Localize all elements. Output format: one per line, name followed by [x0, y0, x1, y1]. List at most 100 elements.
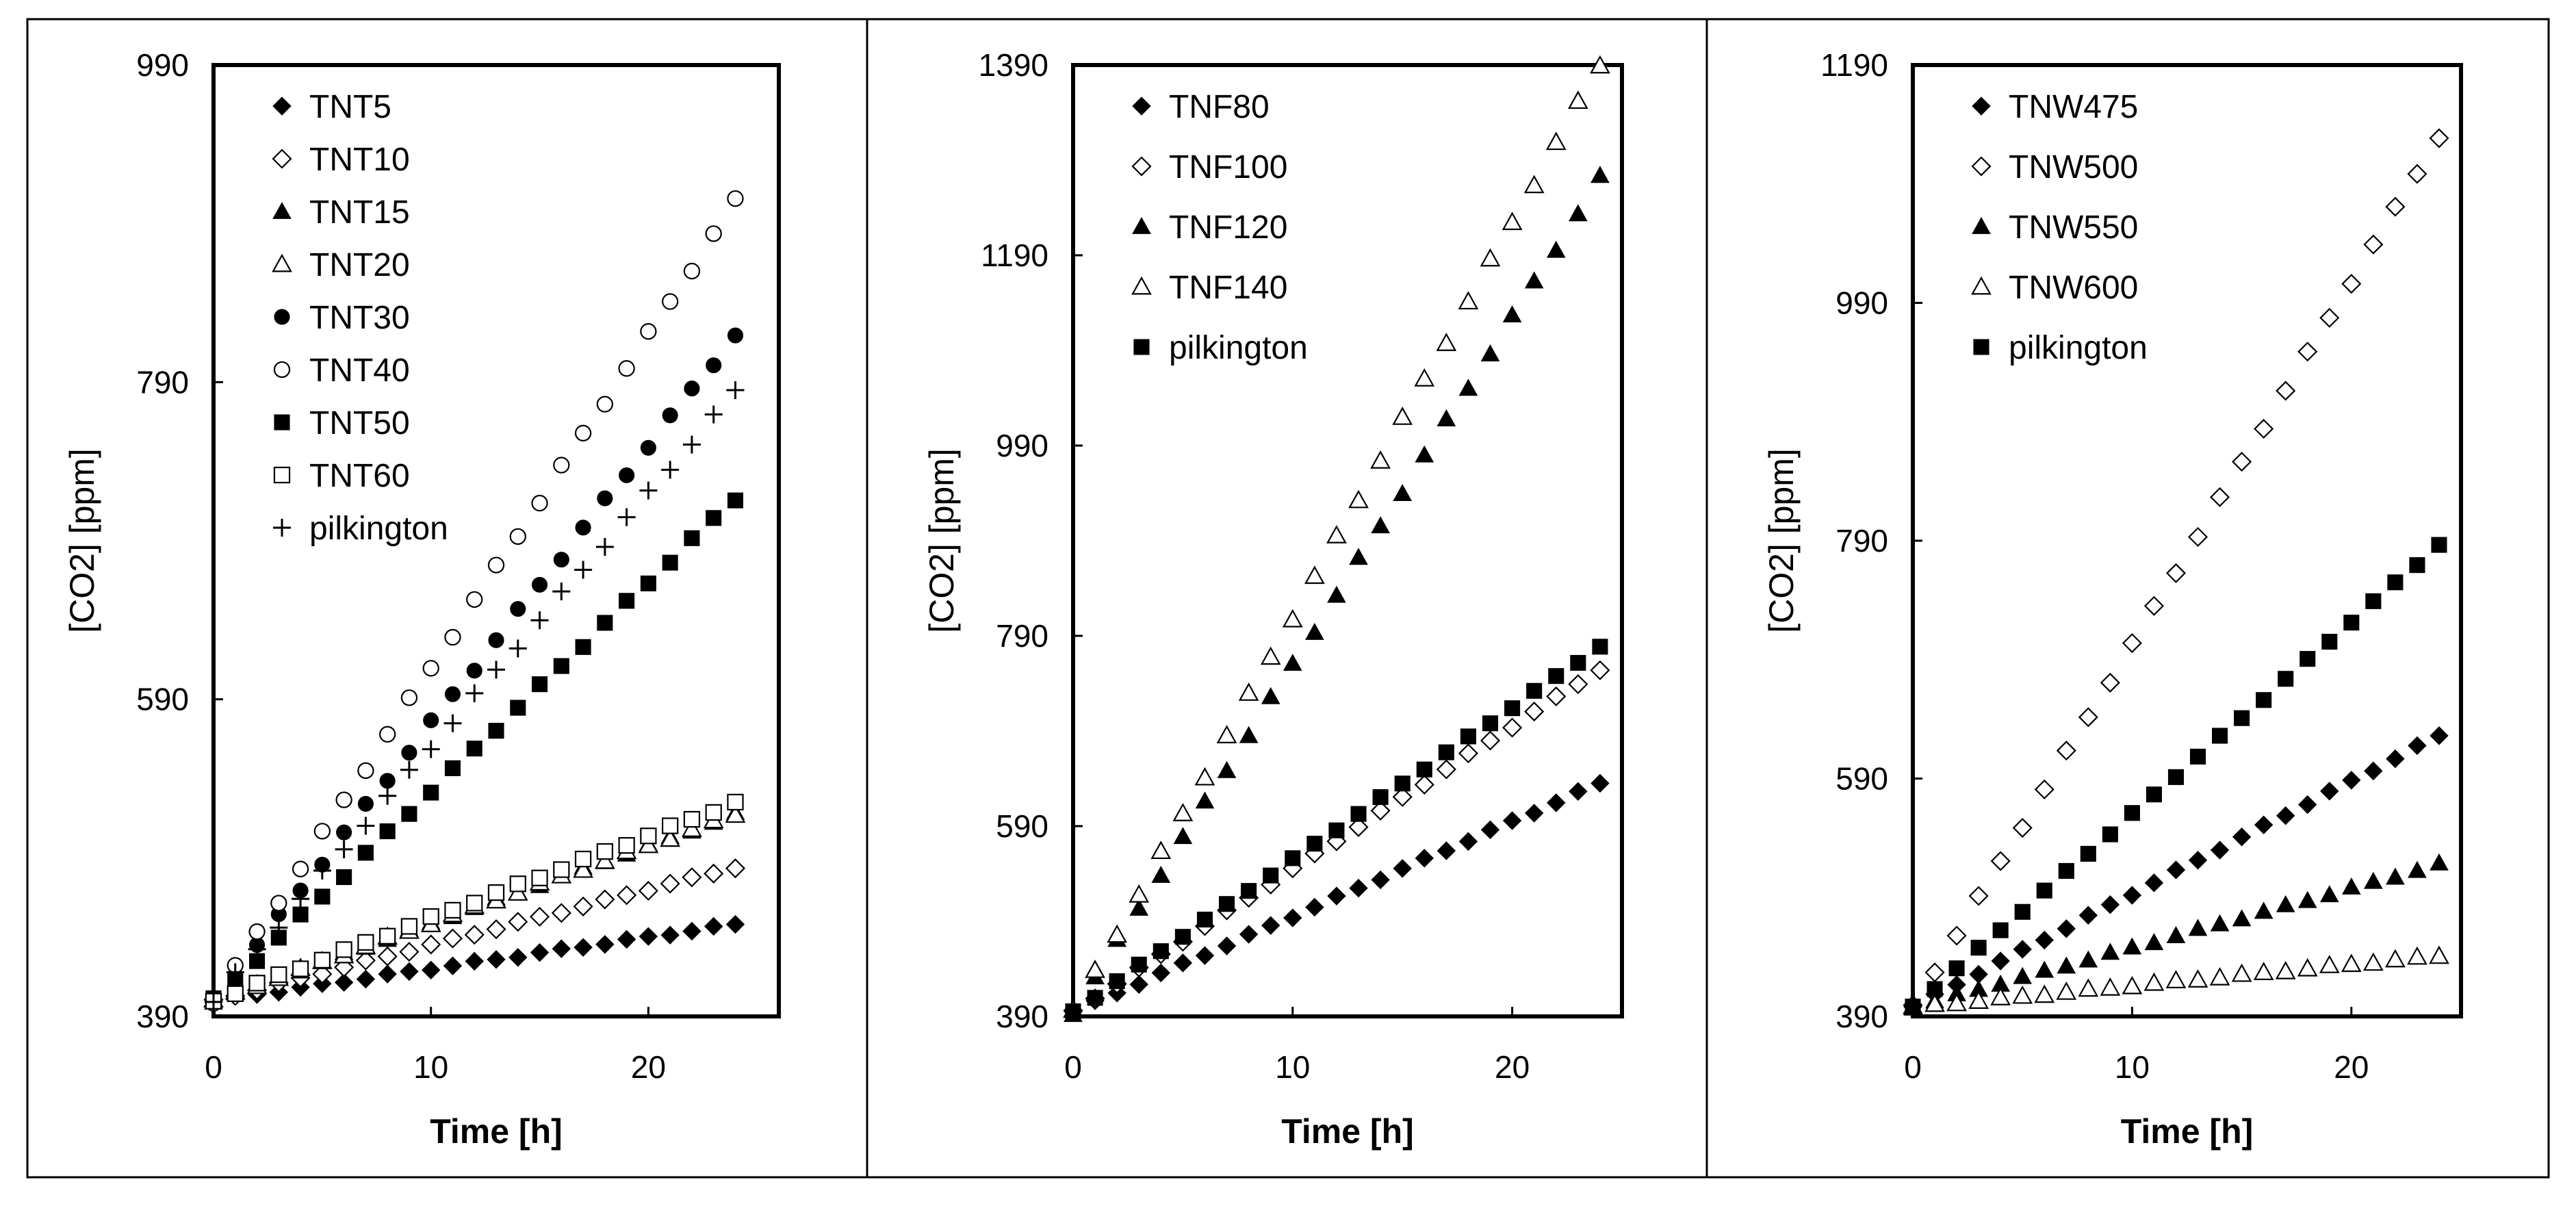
- data-point: [1590, 55, 1610, 74]
- legend-item: TNT5: [272, 89, 391, 125]
- data-point: [2034, 779, 2055, 799]
- data-point: [336, 824, 352, 841]
- data-point: [2364, 761, 2383, 781]
- data-point: [704, 863, 724, 884]
- data-point: [1348, 817, 1369, 837]
- data-point: [1415, 445, 1434, 463]
- y-tick-label: 790: [1836, 523, 1888, 559]
- y-tick-label: 990: [996, 428, 1048, 463]
- data-point: [2297, 958, 2318, 977]
- data-point: [2256, 692, 2272, 708]
- data-point: [1173, 953, 1193, 973]
- legend-label: TNT5: [309, 89, 391, 125]
- data-point: [1393, 859, 1412, 878]
- data-point: [1924, 993, 1945, 1012]
- y-tick-label: 390: [1836, 999, 1888, 1034]
- data-point: [1173, 827, 1193, 845]
- legend-label: TNW600: [2009, 270, 2138, 306]
- data-point: [2341, 877, 2361, 895]
- data-point: [2430, 726, 2449, 745]
- data-point: [2429, 128, 2449, 149]
- data-point: [1370, 450, 1391, 469]
- legend-marker: [272, 97, 292, 116]
- data-point: [2080, 845, 2096, 862]
- data-point: [2035, 960, 2055, 978]
- data-point: [1131, 956, 1147, 973]
- series-TNT40: [205, 190, 744, 1012]
- data-point: [205, 992, 222, 1011]
- data-point: [2124, 805, 2140, 821]
- data-point: [617, 885, 637, 906]
- data-point: [595, 935, 615, 954]
- data-point: [1416, 761, 1432, 778]
- data-point: [510, 700, 526, 716]
- legend-item: TNT15: [272, 194, 410, 231]
- data-point: [248, 975, 266, 992]
- data-point: [574, 424, 592, 441]
- y-tick-label: 1190: [1820, 47, 1888, 83]
- data-point: [401, 806, 417, 822]
- data-point: [292, 890, 310, 908]
- data-point: [2297, 342, 2318, 362]
- data-point: [1524, 271, 1544, 289]
- data-point: [1305, 622, 1324, 640]
- legend-marker: [1972, 216, 1991, 234]
- data-point: [706, 510, 722, 526]
- data-point: [2321, 634, 2338, 650]
- data-point: [596, 396, 613, 413]
- data-point: [619, 593, 635, 609]
- data-point: [640, 827, 657, 845]
- data-point: [2144, 873, 2164, 893]
- data-point: [1219, 896, 1235, 912]
- data-point: [662, 407, 678, 424]
- data-point: [2387, 574, 2404, 591]
- data-point: [465, 951, 484, 971]
- data-point: [379, 773, 396, 789]
- data-point: [2276, 381, 2296, 401]
- data-point: [1480, 248, 1501, 267]
- data-point: [422, 740, 440, 758]
- data-point: [1394, 775, 1411, 792]
- data-point: [1152, 943, 1169, 960]
- data-point: [1436, 333, 1457, 351]
- data-point: [1568, 204, 1588, 222]
- data-point: [355, 950, 376, 971]
- data-point: [531, 676, 548, 693]
- plot-area: [1911, 63, 2463, 1018]
- y-axis-label: [CO2] [ppm]: [923, 448, 961, 633]
- data-point: [552, 582, 571, 601]
- data-point: [357, 934, 374, 951]
- data-point: [1194, 767, 1215, 786]
- legend-marker: [272, 253, 292, 272]
- data-point: [1504, 700, 1521, 717]
- data-point: [378, 964, 397, 984]
- data-point: [682, 921, 701, 941]
- data-point: [270, 966, 287, 984]
- data-point: [2341, 953, 2362, 973]
- data-point: [597, 490, 613, 506]
- data-point: [727, 492, 744, 509]
- legend-marker: [1971, 276, 1992, 295]
- data-point: [2429, 945, 2449, 964]
- data-point: [553, 552, 569, 568]
- data-point: [1924, 962, 1945, 983]
- data-point: [2012, 985, 2033, 1004]
- data-point: [682, 867, 702, 888]
- data-point: [595, 889, 615, 910]
- data-point: [2078, 906, 2098, 925]
- data-point: [1348, 489, 1369, 509]
- legend-label: TNT60: [309, 458, 410, 494]
- data-point: [1151, 865, 1171, 883]
- data-point: [1371, 870, 1390, 890]
- data-point: [1241, 883, 1257, 899]
- series-TNT60: [205, 793, 744, 1010]
- data-point: [377, 946, 398, 966]
- data-point: [1568, 674, 1588, 695]
- data-point: [1460, 728, 1476, 745]
- y-tick-label: 790: [136, 364, 189, 400]
- data-point: [400, 689, 418, 706]
- data-point: [684, 530, 700, 546]
- series-pilkington: [205, 381, 745, 1011]
- legend-label: TNW500: [2009, 149, 2138, 185]
